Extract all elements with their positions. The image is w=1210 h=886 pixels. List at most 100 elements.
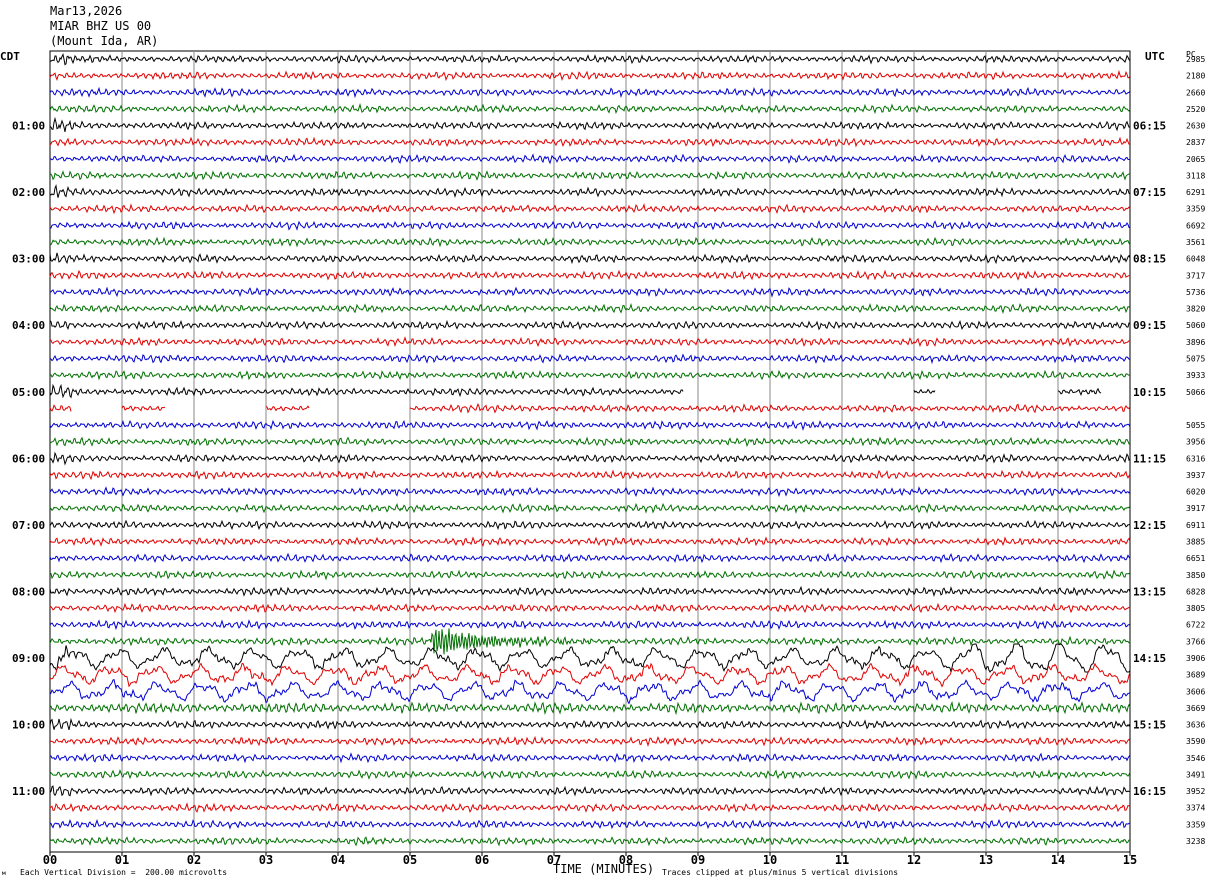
cdt-hour-label-4: 05:00 (12, 386, 45, 399)
pc-value-11: 3561 (1186, 238, 1205, 247)
left-timezone-label: CDT (0, 50, 20, 63)
pc-value-13: 3717 (1186, 271, 1205, 280)
pc-value-47: 3238 (1186, 837, 1205, 846)
x-tick-label-14: 14 (1051, 853, 1065, 867)
pc-value-38: 3606 (1186, 687, 1205, 696)
pc-value-43: 3491 (1186, 770, 1205, 779)
trace-line-34 (49, 619, 1131, 631)
cdt-hour-label-0: 01:00 (12, 120, 45, 133)
pc-value-28: 6911 (1186, 521, 1205, 530)
pc-value-14: 5736 (1186, 288, 1205, 297)
station-name: MIAR BHZ US 00 (50, 19, 152, 33)
trace-line-23 (49, 436, 1131, 448)
pc-value-25: 3937 (1186, 471, 1205, 480)
trace-line-4 (49, 116, 1130, 133)
x-tick-label-09: 09 (691, 853, 705, 867)
cdt-hour-label-6: 07:00 (12, 519, 45, 532)
trace-line-30 (49, 552, 1131, 564)
trace-line-8 (49, 183, 1131, 198)
x-axis-label: TIME (MINUTES) (553, 862, 655, 876)
trace-line-35 (49, 628, 1131, 655)
trace-line-15 (49, 302, 1131, 314)
pc-value-44: 3952 (1186, 787, 1205, 796)
cdt-hour-label-2: 03:00 (12, 253, 45, 266)
cdt-hour-label-1: 02:00 (12, 186, 45, 199)
x-tick-label-06: 06 (475, 853, 489, 867)
trace-line-19 (49, 369, 1131, 381)
cdt-hour-label-10: 11:00 (12, 785, 45, 798)
trace-line-39 (49, 700, 1131, 716)
cdt-hour-label-7: 08:00 (12, 585, 45, 598)
cdt-hour-label-3: 04:00 (12, 319, 45, 332)
pc-value-15: 3820 (1186, 305, 1205, 314)
pc-value-42: 3546 (1186, 754, 1205, 763)
x-tick-label-11: 11 (835, 853, 849, 867)
x-tick-label-02: 02 (187, 853, 201, 867)
trace-line-37 (49, 662, 1131, 688)
pc-value-7: 3118 (1186, 171, 1205, 180)
utc-hour-label-6: 12:15 (1133, 519, 1166, 532)
x-tick-label-10: 10 (763, 853, 777, 867)
pc-value-16: 5060 (1186, 321, 1205, 330)
chart-date: Mar13,2026 (50, 4, 123, 18)
pc-value-39: 3669 (1186, 704, 1205, 713)
pc-value-10: 6692 (1186, 221, 1205, 230)
trace-line-11 (49, 236, 1131, 248)
pc-value-12: 6048 (1186, 255, 1205, 264)
x-tick-label-01: 01 (115, 853, 129, 867)
pc-value-32: 6828 (1186, 587, 1205, 596)
trace-line-26 (49, 486, 1131, 498)
cdt-hour-label-9: 10:00 (12, 719, 45, 732)
pc-value-46: 3359 (1186, 820, 1205, 829)
trace-line-29 (49, 536, 1131, 547)
pc-value-24: 6316 (1186, 454, 1205, 463)
trace-line-5 (49, 136, 1131, 148)
pc-value-33: 3805 (1186, 604, 1205, 613)
utc-hour-label-3: 09:15 (1133, 319, 1166, 332)
trace-line-25 (49, 469, 1131, 481)
trace-line-42 (49, 752, 1131, 764)
pc-value-19: 3933 (1186, 371, 1205, 380)
utc-hour-label-5: 11:15 (1133, 452, 1166, 465)
corner-mark-icon: м (2, 870, 6, 877)
trace-line-10 (49, 220, 1131, 231)
utc-hour-label-9: 15:15 (1133, 719, 1166, 732)
trace-line-12 (49, 252, 1131, 265)
trace-line-24 (49, 451, 1131, 466)
pc-value-1: 2180 (1186, 72, 1205, 81)
trace-line-27 (49, 502, 1131, 514)
station-location: (Mount Ida, AR) (50, 34, 159, 48)
pc-value-17: 3896 (1186, 338, 1205, 347)
pc-value-29: 3885 (1186, 538, 1205, 547)
trace-line-3 (49, 102, 1131, 115)
trace-line-45 (49, 802, 1131, 813)
pc-value-2: 2660 (1186, 88, 1205, 97)
pc-value-5: 2837 (1186, 138, 1205, 147)
trace-line-1 (49, 69, 1131, 82)
trace-line-6 (49, 153, 1131, 165)
utc-hour-label-4: 10:15 (1133, 386, 1166, 399)
trace-line-21 (49, 402, 1131, 414)
plot-frame (49, 50, 1131, 853)
trace-line-0 (49, 52, 1131, 66)
trace-line-46 (49, 818, 1131, 830)
pc-value-26: 6020 (1186, 488, 1205, 497)
trace-line-36 (49, 643, 1131, 673)
trace-line-41 (49, 735, 1131, 747)
trace-line-22 (49, 419, 1131, 431)
pc-value-27: 3917 (1186, 504, 1205, 513)
trace-line-9 (49, 202, 1131, 215)
pc-value-45: 3374 (1186, 804, 1205, 813)
utc-hour-label-10: 16:15 (1133, 785, 1166, 798)
x-tick-label-00: 00 (43, 853, 57, 867)
pc-value-23: 3956 (1186, 438, 1205, 447)
pc-value-30: 6651 (1186, 554, 1205, 563)
pc-value-36: 3906 (1186, 654, 1205, 663)
trace-line-32 (49, 585, 1131, 598)
trace-line-44 (49, 785, 1131, 797)
utc-hour-label-7: 13:15 (1133, 585, 1166, 598)
pc-column-header: PC (1186, 50, 1196, 59)
utc-hour-label-1: 07:15 (1133, 186, 1166, 199)
pc-value-41: 3590 (1186, 737, 1205, 746)
trace-line-7 (49, 170, 1131, 181)
